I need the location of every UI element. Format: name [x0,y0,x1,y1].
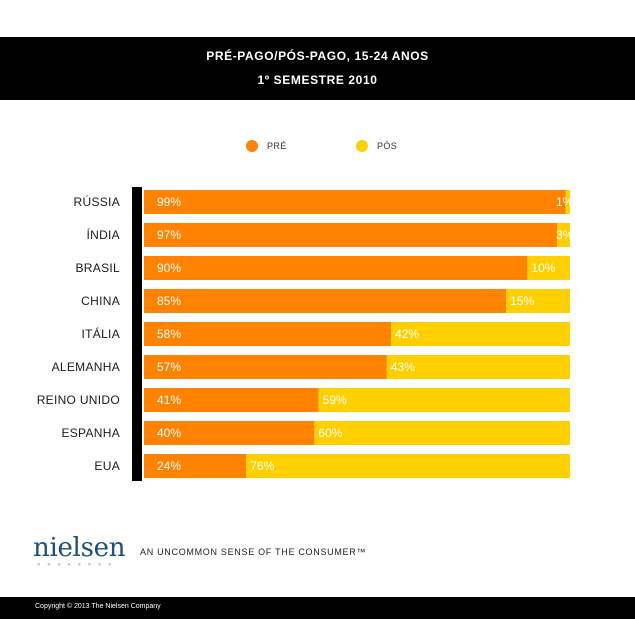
bar-pos [565,190,570,214]
bar-pre [144,223,558,247]
legend-swatch-0 [246,140,258,152]
data-label: 24% [157,459,181,473]
chart-header: PRÉ-PAGO/PÓS-PAGO, 15-24 ANOS 1º SEMESTR… [0,37,635,100]
data-label: 10% [531,261,555,275]
data-label: 1% [556,195,574,209]
data-label: 15% [510,294,534,308]
chart-title: PRÉ-PAGO/PÓS-PAGO, 15-24 ANOS [206,49,429,63]
data-label: 41% [157,393,181,407]
data-label: 97% [157,228,181,242]
data-label: 60% [318,426,342,440]
category-label: ITÁLIA [82,326,120,341]
bar-pre [144,190,566,214]
brand-tagline: AN UNCOMMON SENSE OF THE CONSUMER™ [140,547,367,557]
data-label: 76% [250,459,274,473]
bar-pos [318,388,570,412]
footer-bar: Copyright © 2013 The Nielsen Company [0,597,635,619]
category-label: ALEMANHA [52,360,120,374]
data-label: 99% [157,195,181,209]
stacked-bar-chart: PRÉ PÓS RÚSSIA 99% 1% ÍNDIA 97% 3% BRASIL 90% 10% C… [36,140,574,481]
copyright-text: Copyright © 2013 The Nielsen Company [35,603,161,610]
legend-label-1: PÓS [377,141,397,151]
nielsen-logo: nielsen [33,533,126,563]
bar-pre [144,421,315,445]
category-label: ÍNDIA [86,227,120,242]
chart-subtitle: 1º SEMESTRE 2010 [257,73,378,87]
bar-pre [144,256,528,280]
bar-pos [391,322,570,346]
category-label: BRASIL [76,261,121,275]
category-axis [132,187,142,481]
data-label: 57% [157,360,181,374]
bar-pre [144,388,319,412]
category-label: RÚSSIA [74,194,120,209]
data-label: 42% [395,327,419,341]
data-label: 40% [157,426,181,440]
data-label: 59% [323,393,347,407]
bar-pre [144,289,507,313]
category-label: ESPANHA [61,426,120,440]
data-label: 90% [157,261,181,275]
bar-pre [144,322,392,346]
bar-pos [557,223,570,247]
category-label: REINO UNIDO [37,393,120,407]
data-label: 43% [391,360,415,374]
data-label: 3% [556,228,574,242]
bar-pre [144,454,247,478]
bar-pos [386,355,570,379]
legend-label-0: PRÉ [267,141,287,151]
bar-pos [527,256,570,280]
data-label: 58% [157,327,181,341]
legend-swatch-1 [356,140,368,152]
logo-dots: ●●●●●●●● [37,562,118,568]
category-label: CHINA [81,294,120,308]
category-label: EUA [94,459,120,473]
bar-pos [246,454,571,478]
bar-pre [144,355,387,379]
data-label: 85% [157,294,181,308]
bar-pos [314,421,570,445]
bar-pos [506,289,570,313]
